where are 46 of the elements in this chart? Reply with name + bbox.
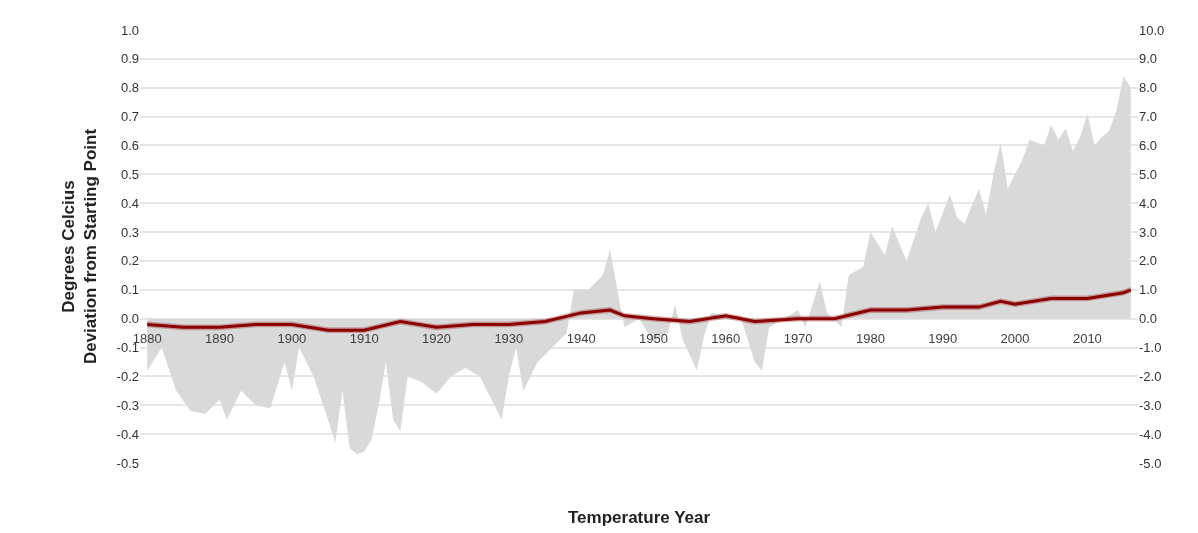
y2-tick-label: 7.0 bbox=[1139, 109, 1158, 125]
x-tick-label: 1910 bbox=[349, 330, 379, 346]
y-tick-label: 0.2 bbox=[120, 253, 139, 269]
x-tick-label: 1950 bbox=[639, 330, 668, 346]
x-tick-label: 1940 bbox=[566, 330, 596, 346]
y-tick-label: 0.8 bbox=[120, 80, 139, 96]
y2-tick-label: 0.0 bbox=[1139, 311, 1158, 327]
x-axis-title: Temperature Year bbox=[568, 508, 711, 527]
y2-tick-label: -5.0 bbox=[1139, 455, 1162, 471]
y-tick-label: -0.5 bbox=[116, 455, 139, 471]
y-tick-label: 0.5 bbox=[120, 166, 139, 182]
y2-tick-label: -1.0 bbox=[1139, 340, 1162, 356]
y2-tick-label: 8.0 bbox=[1139, 80, 1158, 96]
x-tick-label: 1890 bbox=[205, 330, 235, 346]
x-tick-label: 1980 bbox=[855, 330, 885, 346]
y-tick-label: 0.3 bbox=[120, 224, 139, 240]
x-tick-label: 2000 bbox=[1000, 330, 1030, 346]
y-tick-label: 0.0 bbox=[120, 311, 139, 327]
x-tick-label: 1900 bbox=[277, 330, 307, 346]
y-tick-label: -0.3 bbox=[116, 397, 139, 413]
y2-tick-label: 9.0 bbox=[1139, 51, 1158, 67]
x-tick-label: 1930 bbox=[494, 330, 524, 346]
x-tick-label: 1960 bbox=[711, 330, 741, 346]
y2-tick-label: 5.0 bbox=[1139, 166, 1158, 182]
y-tick-label: -0.4 bbox=[116, 426, 139, 442]
y2-tick-label: 6.0 bbox=[1139, 138, 1158, 154]
y-tick-label: 0.1 bbox=[120, 282, 139, 298]
y-tick-label: -0.2 bbox=[116, 368, 139, 384]
y2-tick-label: -2.0 bbox=[1139, 368, 1162, 384]
x-tick-label: 1970 bbox=[783, 330, 813, 346]
y2-tick-label: 4.0 bbox=[1139, 195, 1158, 211]
y-axis-title: Degrees Celcius Deviation from Starting Point bbox=[59, 128, 101, 365]
y2-tick-label: -3.0 bbox=[1139, 397, 1162, 413]
y-tick-label: 1.0 bbox=[120, 22, 139, 38]
x-tick-label: 2010 bbox=[1072, 330, 1102, 346]
y2-tick-label: 2.0 bbox=[1139, 253, 1158, 269]
y-tick-label: 0.6 bbox=[120, 138, 139, 154]
y2-tick-label: 3.0 bbox=[1139, 224, 1158, 240]
y-tick-label: 0.4 bbox=[120, 195, 139, 211]
x-tick-label: 1920 bbox=[422, 330, 451, 346]
y2-tick-label: -4.0 bbox=[1139, 426, 1162, 442]
y2-tick-label: 10.0 bbox=[1139, 22, 1165, 38]
x-tick-label: 1990 bbox=[928, 330, 958, 346]
y2-tick-label: 1.0 bbox=[1139, 282, 1158, 298]
y-tick-label: 0.9 bbox=[120, 51, 139, 67]
y-tick-label: 0.7 bbox=[120, 109, 139, 125]
